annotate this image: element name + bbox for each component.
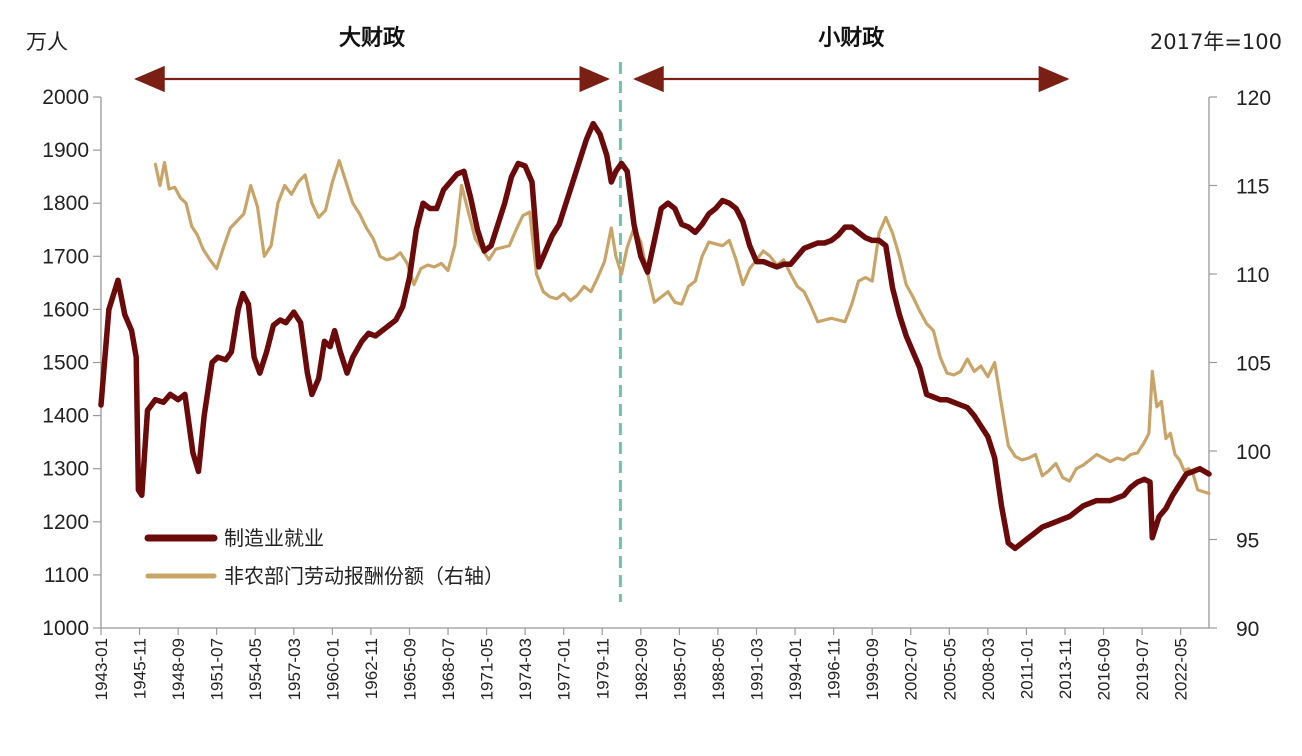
- x-tick-label: 2013-11: [1056, 638, 1075, 699]
- right-axis-ticks: 90 95 100 105 110 115 120: [1209, 87, 1271, 641]
- left-tick-label: 1900: [42, 139, 89, 162]
- x-tick-label: 1960-01: [323, 638, 342, 700]
- right-tick-label: 120: [1236, 87, 1271, 110]
- left-tick-label: 1400: [42, 405, 89, 428]
- left-tick-label: 1100: [44, 564, 89, 587]
- left-axis-ticks: 1000 1100 1200 1300 1400 1500 1600 1700 1800 1900…: [42, 86, 101, 640]
- x-tick-label: 1991-03: [748, 638, 767, 700]
- right-axis-unit: 2017年=100: [1150, 30, 1282, 54]
- x-tick-label: 1982-09: [632, 638, 651, 700]
- series-line-labor-share: [153, 159, 1211, 496]
- x-tick-label: 1974-03: [516, 638, 535, 700]
- x-tick-label: 1979-11: [593, 638, 612, 699]
- left-tick-label: 1600: [42, 298, 89, 321]
- left-axis-unit: 万人: [26, 30, 68, 54]
- x-tick-label: 1977-01: [555, 638, 574, 700]
- x-tick-label: 2005-05: [940, 638, 959, 700]
- x-tick-label: 1985-07: [670, 638, 689, 700]
- right-tick-label: 95: [1236, 530, 1259, 553]
- x-tick-label: 1957-03: [285, 638, 304, 700]
- series-layer: [98, 120, 1212, 552]
- regime-label-big-fiscal: 大财政: [339, 25, 406, 51]
- x-tick-label: 2019-07: [1133, 638, 1152, 700]
- legend-label-manufacturing: 制造业就业: [224, 526, 324, 550]
- x-axis-ticks: 1943-01 1945-11 1948-09 1951-07 1954-05 1957-…: [92, 628, 1191, 700]
- series-line-manufacturing-employment: [98, 120, 1212, 552]
- left-tick-label: 1500: [42, 352, 89, 375]
- right-tick-label: 110: [1236, 264, 1269, 287]
- legend-label-labor-share: 非农部门劳动报酬份额（右轴）: [224, 564, 504, 588]
- right-tick-label: 115: [1236, 176, 1269, 199]
- x-tick-label: 2011-01: [1017, 638, 1036, 699]
- x-tick-label: 1996-11: [825, 638, 844, 699]
- right-tick-label: 105: [1236, 353, 1271, 376]
- left-tick-label: 1000: [42, 617, 89, 640]
- left-tick-label: 1200: [42, 511, 89, 534]
- x-tick-label: 1948-09: [169, 638, 188, 700]
- x-tick-label: 2016-09: [1095, 638, 1114, 700]
- left-tick-label: 1700: [42, 245, 89, 268]
- x-tick-label: 1951-07: [208, 638, 227, 700]
- x-tick-label: 1971-05: [478, 638, 497, 700]
- right-tick-label: 90: [1236, 618, 1259, 641]
- regime-label-small-fiscal: 小财政: [818, 25, 885, 51]
- x-tick-label: 1962-11: [362, 638, 381, 699]
- left-tick-label: 1800: [42, 192, 89, 215]
- left-tick-label: 1300: [42, 458, 89, 481]
- x-tick-label: 1943-01: [92, 638, 111, 700]
- x-tick-label: 1945-11: [131, 638, 150, 699]
- legend: 制造业就业 非农部门劳动报酬份额（右轴）: [144, 526, 504, 588]
- x-tick-label: 2008-03: [979, 638, 998, 700]
- x-tick-label: 1954-05: [246, 638, 265, 700]
- right-tick-label: 100: [1236, 441, 1271, 464]
- x-tick-label: 2002-07: [902, 638, 921, 700]
- x-tick-label: 1965-09: [400, 638, 419, 700]
- x-tick-label: 1999-09: [863, 638, 882, 700]
- left-tick-label: 2000: [42, 86, 89, 109]
- x-tick-label: 2022-05: [1172, 638, 1191, 700]
- regime-annotations: 大财政 小财政: [133, 25, 1070, 93]
- x-tick-label: 1994-01: [786, 638, 805, 700]
- x-tick-label: 1968-07: [439, 638, 458, 700]
- x-tick-label: 1988-05: [709, 638, 728, 700]
